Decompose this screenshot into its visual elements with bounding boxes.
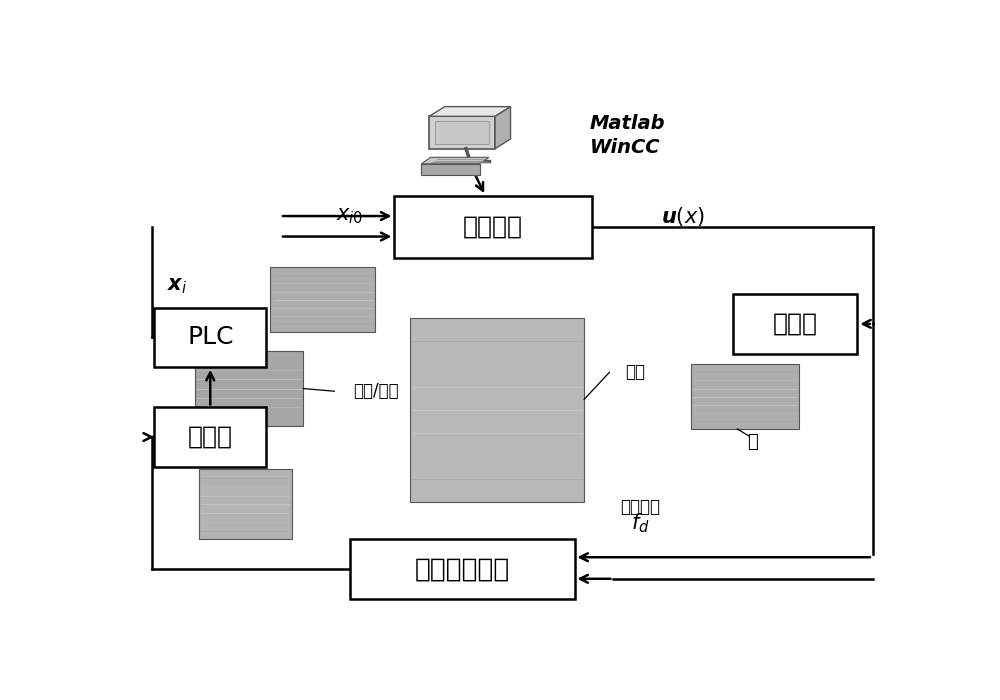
Text: 输入/输出: 输入/输出	[354, 382, 399, 400]
Text: 泵: 泵	[747, 433, 758, 452]
Text: 多容液位系统: 多容液位系统	[415, 556, 510, 582]
Text: WinCC: WinCC	[590, 138, 660, 157]
Bar	[410, 318, 584, 502]
Bar	[154, 407, 266, 467]
Text: $f_d$: $f_d$	[631, 512, 650, 535]
Polygon shape	[421, 164, 480, 174]
Text: PLC: PLC	[187, 326, 234, 349]
Bar	[270, 267, 375, 332]
Text: 传感器: 传感器	[188, 425, 233, 449]
Text: $x_{i0}$: $x_{i0}$	[336, 206, 363, 226]
Bar	[394, 196, 592, 258]
Text: $\boldsymbol{u}(x)$: $\boldsymbol{u}(x)$	[661, 204, 705, 228]
Polygon shape	[429, 116, 495, 148]
Text: 集合扰动: 集合扰动	[620, 498, 660, 516]
Text: 执行器: 执行器	[773, 312, 818, 336]
Polygon shape	[429, 106, 511, 116]
Polygon shape	[421, 158, 489, 164]
Text: 控制策略: 控制策略	[463, 215, 523, 239]
Bar	[154, 308, 266, 367]
Bar	[350, 540, 574, 598]
Text: $\boldsymbol{x}_i$: $\boldsymbol{x}_i$	[167, 276, 188, 296]
Bar	[195, 351, 303, 426]
Text: Matlab: Matlab	[590, 114, 666, 133]
Bar	[691, 364, 799, 429]
Bar	[733, 294, 857, 354]
Bar	[435, 120, 489, 144]
Polygon shape	[495, 106, 511, 148]
Text: 设备: 设备	[625, 363, 645, 382]
Bar	[199, 470, 292, 540]
